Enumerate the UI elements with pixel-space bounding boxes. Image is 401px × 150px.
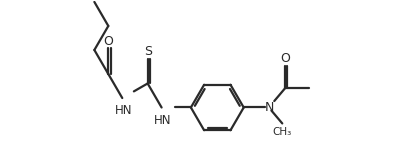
Text: N: N (265, 101, 274, 114)
Text: O: O (103, 35, 113, 48)
Text: HN: HN (154, 114, 171, 127)
Text: O: O (279, 52, 289, 65)
Text: CH₃: CH₃ (272, 127, 291, 137)
Text: S: S (143, 45, 151, 58)
Text: HN: HN (114, 104, 132, 117)
